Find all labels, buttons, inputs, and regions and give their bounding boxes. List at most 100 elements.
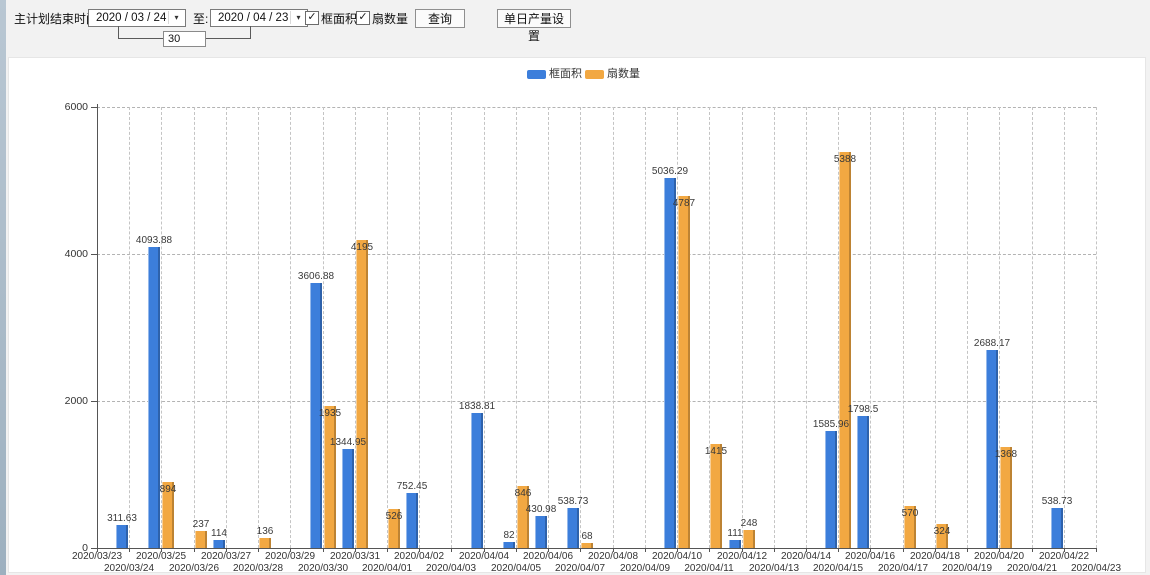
gridline-vertical: [645, 107, 646, 548]
x-axis-label: 2020/04/22: [1038, 551, 1090, 562]
query-button[interactable]: 查询: [415, 9, 465, 28]
interval-days-input[interactable]: 30: [163, 31, 206, 47]
gridline-horizontal: [97, 107, 1096, 108]
bar-value-label: 4195: [350, 242, 374, 253]
x-axis-tick: [935, 548, 936, 552]
x-axis-tick: [451, 548, 452, 552]
x-axis-tick: [129, 548, 130, 552]
bar-value-label: 1798.5: [847, 404, 879, 415]
bar-fan-count: [1000, 447, 1012, 548]
gridline-vertical: [129, 107, 130, 548]
daily-output-settings-button[interactable]: 单日产量设置: [497, 9, 571, 43]
bar-fan-count: [324, 406, 336, 548]
x-axis-label: 2020/03/30: [297, 563, 349, 574]
x-axis-label: 2020/04/13: [748, 563, 800, 574]
x-axis-tick: [258, 548, 259, 552]
x-axis-tick: [742, 548, 743, 552]
frame-area-checkbox[interactable]: ✓: [305, 11, 319, 25]
gridline-vertical: [903, 107, 904, 548]
x-axis-tick: [806, 548, 807, 552]
date-from-value: 2020 / 03 / 24: [96, 12, 167, 24]
x-axis-label: 2020/04/10: [651, 551, 703, 562]
bar-value-label: 538.73: [1041, 496, 1073, 507]
gridline-vertical: [226, 107, 227, 548]
x-axis-label: 2020/03/24: [103, 563, 155, 574]
bar-frame-area: [310, 283, 322, 548]
bar-frame-area: [1051, 508, 1063, 548]
bar-fan-count: [388, 509, 400, 548]
x-axis-tick: [387, 548, 388, 552]
x-axis-label: 2020/03/27: [200, 551, 252, 562]
gridline-vertical: [290, 107, 291, 548]
bar-frame-area: [471, 413, 483, 548]
gridline-vertical: [870, 107, 871, 548]
bar-value-label: 1838.81: [458, 401, 496, 412]
bar-value-label: 430.98: [525, 504, 557, 515]
gridline-vertical: [580, 107, 581, 548]
x-axis-label: 2020/04/18: [909, 551, 961, 562]
bar-value-label: 3606.88: [297, 271, 335, 282]
gridline-vertical: [258, 107, 259, 548]
bar-fan-count: [259, 538, 271, 548]
x-axis-tick: [290, 548, 291, 552]
bar-fan-count: [162, 482, 174, 548]
x-axis-tick: [484, 548, 485, 552]
y-axis-tick: [91, 401, 97, 402]
x-axis-label: 2020/04/21: [1006, 563, 1058, 574]
bar-value-label: 111: [727, 528, 743, 539]
x-axis-tick: [580, 548, 581, 552]
gridline-vertical: [838, 107, 839, 548]
bar-value-label: 136: [256, 526, 274, 537]
date-from-picker[interactable]: 2020 / 03 / 24 ▾: [88, 9, 186, 27]
x-axis-label: 2020/04/03: [425, 563, 477, 574]
bar-frame-area: [116, 525, 128, 548]
gridline-vertical: [999, 107, 1000, 548]
bar-value-label: 570: [901, 508, 919, 519]
x-axis-tick: [838, 548, 839, 552]
chevron-down-icon[interactable]: ▾: [168, 11, 184, 24]
bar-value-label: 1585.96: [812, 419, 850, 430]
x-axis-label: 2020/04/11: [684, 563, 734, 574]
check-icon: ✓: [307, 11, 317, 23]
chart-panel: [8, 57, 1146, 573]
gridline-vertical: [323, 107, 324, 548]
bar-frame-area: [148, 247, 160, 548]
bar-value-label: 4093.88: [135, 235, 173, 246]
gridline-horizontal: [97, 254, 1096, 255]
to-label: 至:: [193, 12, 209, 26]
bar-frame-area: [825, 431, 837, 548]
bar-value-label: 324: [933, 526, 951, 537]
x-axis-tick: [226, 548, 227, 552]
x-axis-tick: [194, 548, 195, 552]
y-axis-tick: [91, 548, 97, 549]
x-axis-tick: [645, 548, 646, 552]
x-axis-tick: [677, 548, 678, 552]
bar-fan-count: [356, 240, 368, 548]
x-axis-tick: [161, 548, 162, 552]
gridline-vertical: [967, 107, 968, 548]
chevron-down-icon[interactable]: ▾: [290, 11, 306, 24]
date-to-picker[interactable]: 2020 / 04 / 23 ▾: [210, 9, 308, 27]
bar-value-label: 538.73: [557, 496, 589, 507]
x-axis-tick: [355, 548, 356, 552]
fan-count-checkbox[interactable]: ✓: [356, 11, 370, 25]
bar-fan-count: [678, 196, 690, 548]
y-axis-label: 0: [82, 542, 88, 554]
x-axis-line: [97, 548, 1097, 549]
legend-swatch-fan-count: [585, 70, 604, 79]
gridline-vertical: [451, 107, 452, 548]
x-axis-tick: [323, 548, 324, 552]
x-axis-label: 2020/03/26: [168, 563, 220, 574]
check-icon: ✓: [358, 11, 368, 23]
bar-value-label: 311.63: [107, 513, 137, 524]
bar-fan-count: [839, 152, 851, 548]
bar-fan-count: [581, 543, 593, 548]
x-axis-label: 2020/04/14: [780, 551, 832, 562]
x-axis-label: 2020/03/28: [232, 563, 284, 574]
x-axis-tick: [870, 548, 871, 552]
x-axis-tick: [1064, 548, 1065, 552]
x-axis-label: 2020/03/29: [264, 551, 316, 562]
date-to-value: 2020 / 04 / 23: [218, 12, 289, 24]
bar-fan-count: [710, 444, 722, 548]
